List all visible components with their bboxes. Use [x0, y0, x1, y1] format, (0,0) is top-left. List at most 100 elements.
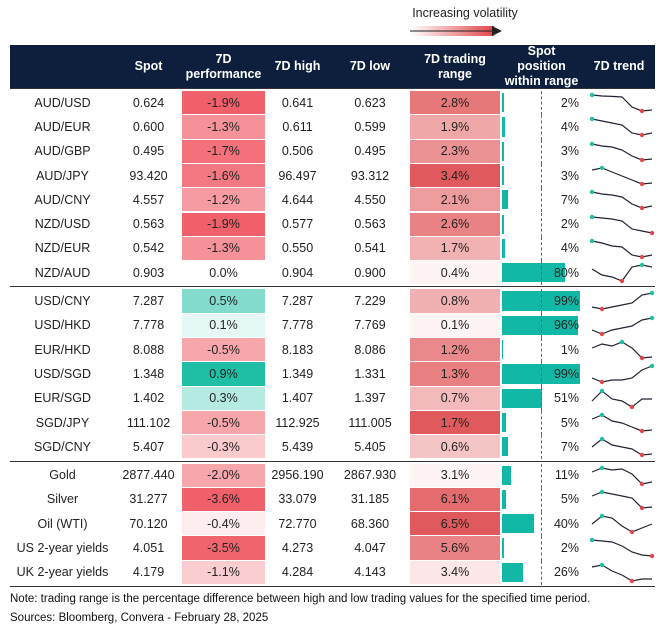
trend-low-dot [639, 157, 645, 162]
low-value: 8.086 [354, 342, 386, 357]
performance-value: 0.0% [182, 261, 265, 285]
high-value: 5.439 [281, 439, 314, 454]
midpoint-line [541, 463, 542, 488]
sparkline [589, 92, 653, 114]
position-bar [502, 340, 503, 360]
high-value: 1.407 [281, 391, 314, 406]
trend-high-dot [649, 364, 655, 369]
high-value: 0.550 [281, 241, 314, 256]
high-value: 72.770 [278, 516, 317, 531]
trend-low-dot [639, 181, 645, 187]
trend-high-dot [589, 214, 595, 219]
high-value: 2956.190 [271, 468, 324, 483]
performance-value: 0.1% [182, 313, 265, 337]
trend-low-dot [639, 133, 645, 138]
performance-value: -0.4% [182, 512, 265, 536]
spot-value: 0.624 [132, 95, 165, 110]
trend-low-dot [629, 404, 635, 409]
trend-high-dot [599, 412, 605, 418]
spot-value: 4.051 [132, 541, 165, 556]
spot-value: 4.179 [132, 565, 165, 580]
low-value: 31.185 [350, 492, 390, 507]
midpoint-line [541, 313, 542, 338]
position-value: 40% [553, 516, 579, 531]
range-value: 2.3% [410, 139, 500, 163]
midpoint-line [541, 236, 542, 262]
performance-value: -3.6% [182, 487, 265, 512]
high-value: 1.349 [281, 366, 314, 381]
position-bar [502, 117, 506, 137]
midpoint-line [541, 362, 542, 387]
midpoint-line [541, 91, 542, 116]
midpoint-line [541, 410, 542, 436]
trend-low-dot [629, 578, 635, 583]
position-bar [502, 93, 504, 113]
low-value: 4.143 [354, 565, 386, 580]
trend-low-dot [639, 355, 645, 361]
performance-value: -1.9% [182, 212, 265, 236]
range-value: 5.6% [410, 536, 500, 560]
row-label: Gold [49, 468, 76, 483]
sparkline [591, 412, 653, 434]
position-value: 3% [560, 168, 579, 183]
position-bar [502, 514, 534, 534]
range-value: 2.8% [410, 91, 500, 115]
performance-value: -1.1% [182, 560, 265, 584]
midpoint-line [541, 386, 542, 411]
low-value: 0.623 [354, 95, 386, 110]
sparkline [589, 214, 655, 235]
trend-low-dot [599, 331, 605, 336]
position-value: 2% [560, 95, 579, 110]
group-rule [10, 88, 655, 89]
row-label: AUD/JPY [36, 168, 89, 183]
range-value: 0.1% [410, 313, 500, 337]
trend-low-dot [629, 529, 635, 535]
spot-value: 0.600 [132, 119, 165, 134]
spot-value: 1.402 [132, 391, 165, 406]
trend-line [591, 414, 653, 432]
range-value: 3.4% [410, 560, 500, 584]
position-value: 5% [560, 492, 579, 507]
trend-high-dot [589, 92, 595, 98]
sources: Sources: Bloomberg, Convera - February 2… [10, 612, 269, 624]
spot-value: 0.903 [132, 265, 165, 280]
group-rule [10, 286, 655, 288]
range-value: 2.6% [410, 212, 500, 236]
midpoint-line [541, 338, 542, 363]
spot-value: 4.557 [132, 192, 165, 207]
performance-value: -1.7% [182, 139, 265, 163]
row-label: SGD/JPY [35, 415, 90, 430]
row-label: UK 2-year yields [16, 565, 109, 580]
row-label: Silver [46, 492, 79, 507]
sparkline [589, 538, 655, 559]
trend-high-dot [589, 238, 595, 243]
trend-high-dot [599, 436, 605, 442]
position-bar [502, 165, 505, 186]
group-rule [10, 460, 655, 462]
sparkline [591, 436, 653, 458]
trend-line [591, 564, 652, 582]
sparkline [591, 364, 655, 385]
high-value: 96.497 [278, 168, 317, 183]
spot-value: 0.563 [132, 217, 165, 232]
sparkline [591, 388, 652, 409]
high-value: 0.506 [281, 144, 314, 159]
trend-line [591, 264, 653, 282]
trend-high-dot [599, 165, 605, 171]
spot-value: 93.420 [129, 168, 168, 183]
sparkline [591, 165, 653, 187]
range-value: 3.4% [410, 163, 500, 188]
trend-low-dot [639, 205, 645, 211]
trend-low-dot [639, 428, 645, 434]
trend-line [591, 515, 653, 533]
performance-value: -0.3% [182, 435, 265, 459]
low-value: 0.599 [354, 119, 386, 134]
low-value: 1.331 [354, 366, 386, 381]
row-label: AUD/CNY [34, 192, 91, 207]
row-label: USD/HKD [34, 318, 91, 333]
performance-value: -1.3% [182, 115, 265, 139]
midpoint-line [541, 212, 542, 237]
trend-low-dot [639, 452, 645, 458]
midpoint-line [541, 560, 542, 585]
trend-high-dot [649, 315, 655, 320]
